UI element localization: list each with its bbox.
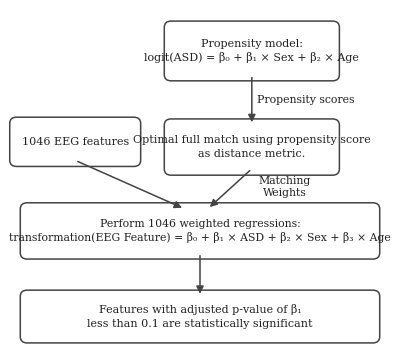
Text: Propensity scores: Propensity scores <box>257 95 354 105</box>
Text: Propensity model:
logit(ASD) = β₀ + β₁ × Sex + β₂ × Age: Propensity model: logit(ASD) = β₀ + β₁ ×… <box>144 39 359 63</box>
FancyBboxPatch shape <box>164 119 339 175</box>
Text: 1046 EEG features: 1046 EEG features <box>22 137 129 147</box>
FancyBboxPatch shape <box>20 203 380 259</box>
FancyBboxPatch shape <box>164 21 339 81</box>
FancyBboxPatch shape <box>20 290 380 343</box>
Text: Perform 1046 weighted regressions:
transformation(EEG Feature) = β₀ + β₁ × ASD +: Perform 1046 weighted regressions: trans… <box>9 219 391 243</box>
Text: Optimal full match using propensity score
as distance metric.: Optimal full match using propensity scor… <box>133 135 371 159</box>
Text: Features with adjusted p-value of β₁
less than 0.1 are statistically significant: Features with adjusted p-value of β₁ les… <box>87 304 313 329</box>
Text: Matching
Weights: Matching Weights <box>258 176 311 198</box>
FancyBboxPatch shape <box>10 117 141 166</box>
